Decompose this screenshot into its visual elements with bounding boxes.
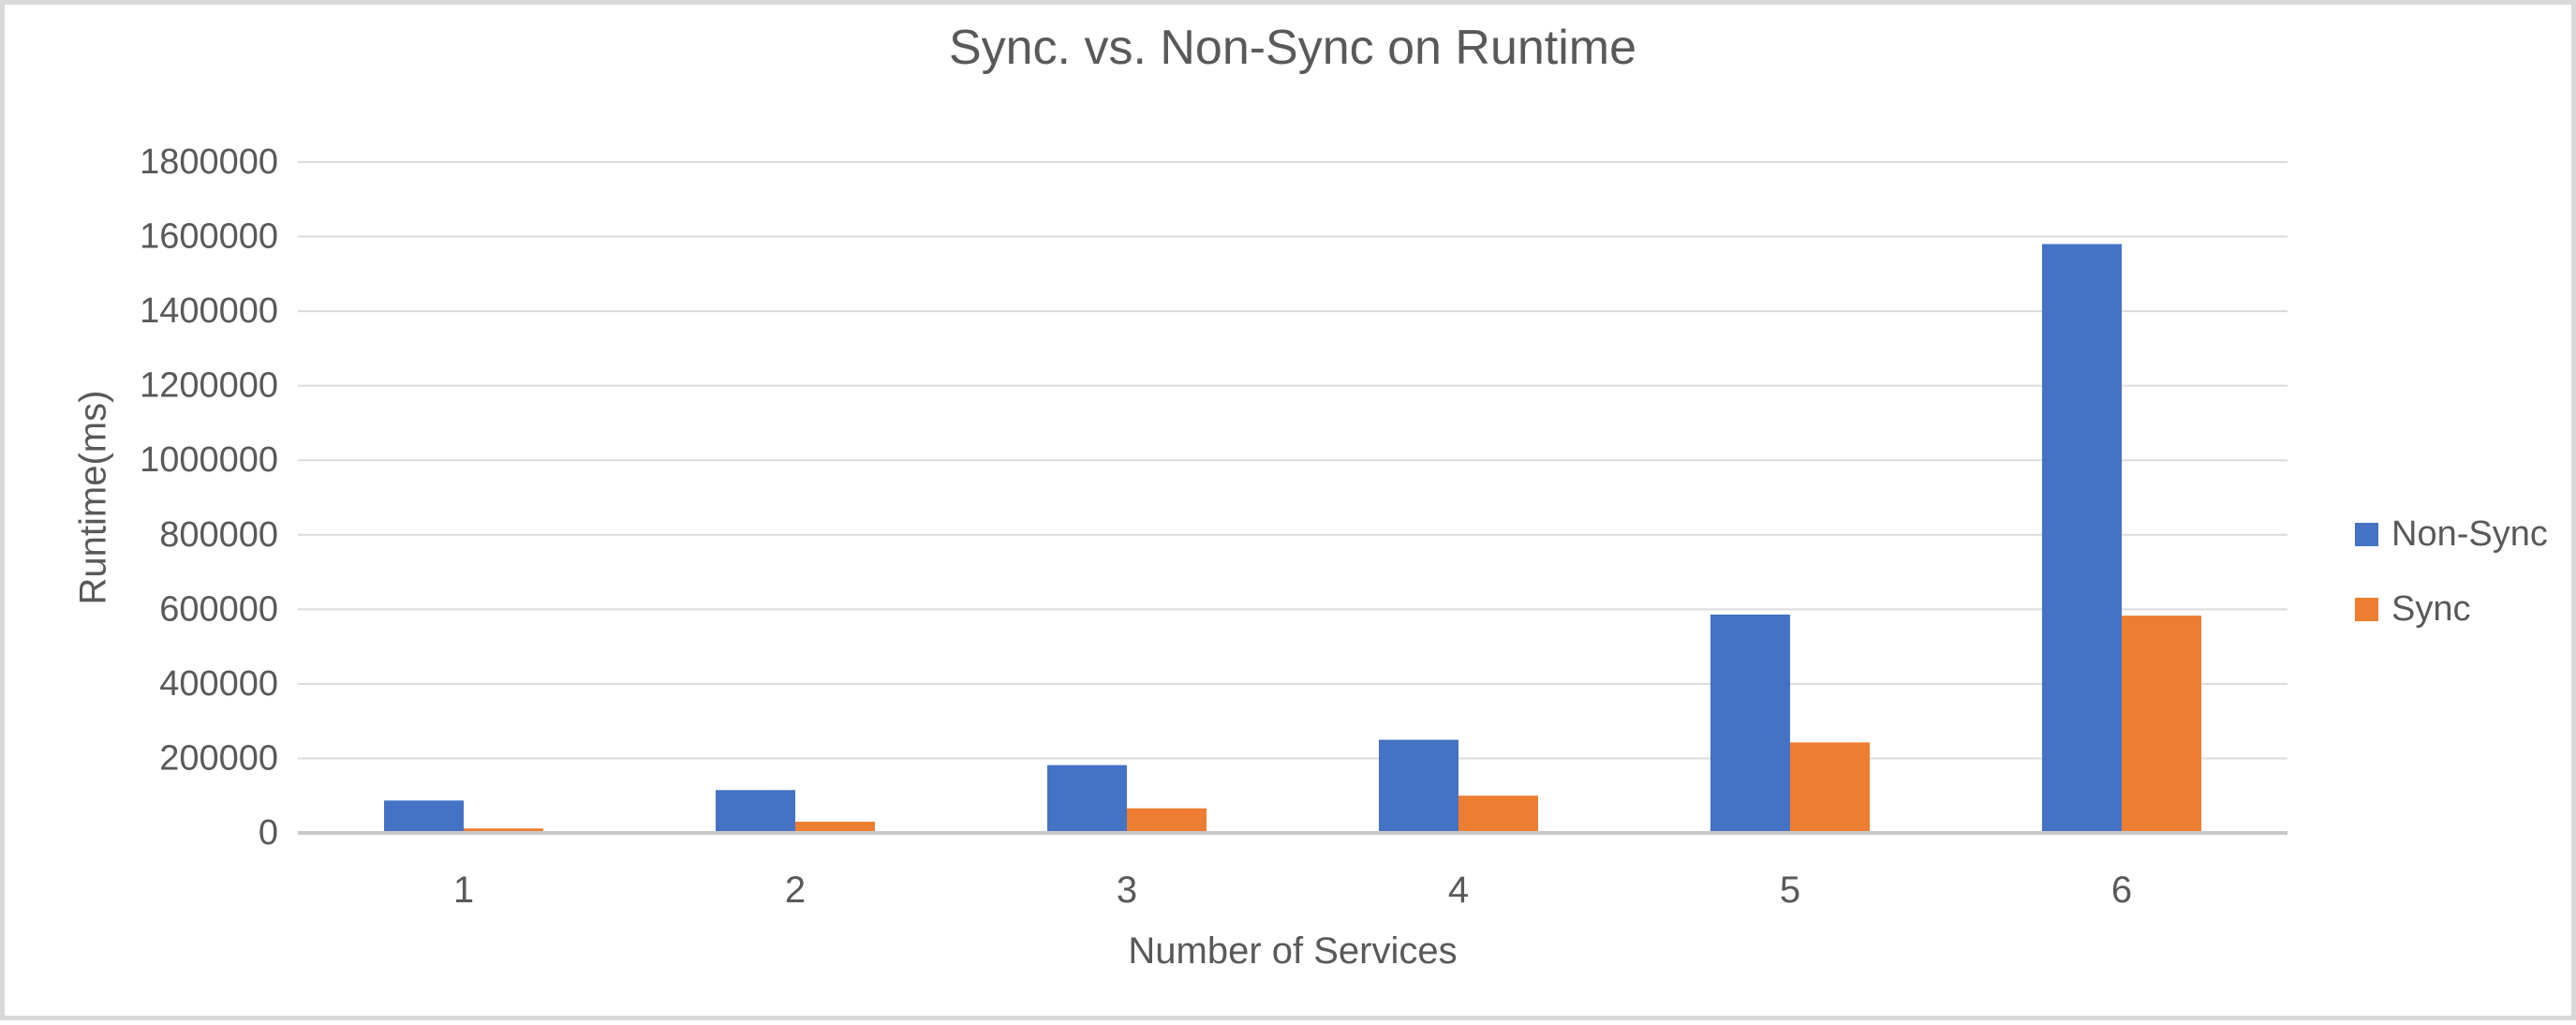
legend: Non-Sync Sync xyxy=(2355,509,2548,634)
y-tick-label-0: 0 xyxy=(259,813,278,853)
y-tick-label-1000000: 1000000 xyxy=(140,440,278,480)
legend-swatch-sync-icon xyxy=(2355,597,2378,621)
x-category-label-1: 1 xyxy=(453,869,474,911)
chart-title: Sync. vs. Non-Sync on Runtime xyxy=(948,21,1637,75)
legend-label-non-sync: Non-Sync xyxy=(2391,513,2548,554)
x-category-label-4: 4 xyxy=(1448,869,1469,911)
bar-non-sync-cat3 xyxy=(1047,765,1127,833)
bar-sync-cat3 xyxy=(1127,808,1207,833)
legend-item-non-sync: Non-Sync xyxy=(2355,509,2548,559)
y-tick-label-200000: 200000 xyxy=(159,738,278,778)
y-tick-label-1400000: 1400000 xyxy=(140,291,278,331)
bar-non-sync-cat1 xyxy=(384,800,464,833)
x-category-label-3: 3 xyxy=(1117,869,1137,911)
bar-sync-cat1 xyxy=(464,828,543,833)
y-tick-label-1800000: 1800000 xyxy=(140,142,278,182)
legend-label-sync: Sync xyxy=(2391,588,2471,629)
bar-non-sync-cat2 xyxy=(716,790,795,833)
x-axis-title: Number of Services xyxy=(1128,930,1458,972)
y-tick-label-800000: 800000 xyxy=(159,515,278,555)
bar-sync-cat4 xyxy=(1458,795,1538,833)
y-tick-label-1200000: 1200000 xyxy=(140,366,278,406)
bar-non-sync-cat6 xyxy=(2042,244,2122,833)
y-tick-label-1600000: 1600000 xyxy=(140,217,278,257)
y-tick-label-600000: 600000 xyxy=(159,589,278,629)
y-tick-label-400000: 400000 xyxy=(159,664,278,704)
x-category-label-2: 2 xyxy=(785,869,806,911)
x-category-label-6: 6 xyxy=(2111,869,2132,911)
bar-non-sync-cat4 xyxy=(1379,739,1458,833)
bar-sync-cat5 xyxy=(1790,742,1870,833)
bar-non-sync-cat5 xyxy=(1710,614,1790,833)
bar-sync-cat6 xyxy=(2122,616,2201,833)
bar-sync-cat2 xyxy=(795,822,875,833)
legend-swatch-non-sync-icon xyxy=(2355,522,2378,546)
bar-chart-plot-area: 0 200000 400000 600000 800000 1000000 1200000 1… xyxy=(140,142,2287,911)
legend-item-sync: Sync xyxy=(2355,584,2548,634)
x-category-label-5: 5 xyxy=(1780,869,1800,911)
